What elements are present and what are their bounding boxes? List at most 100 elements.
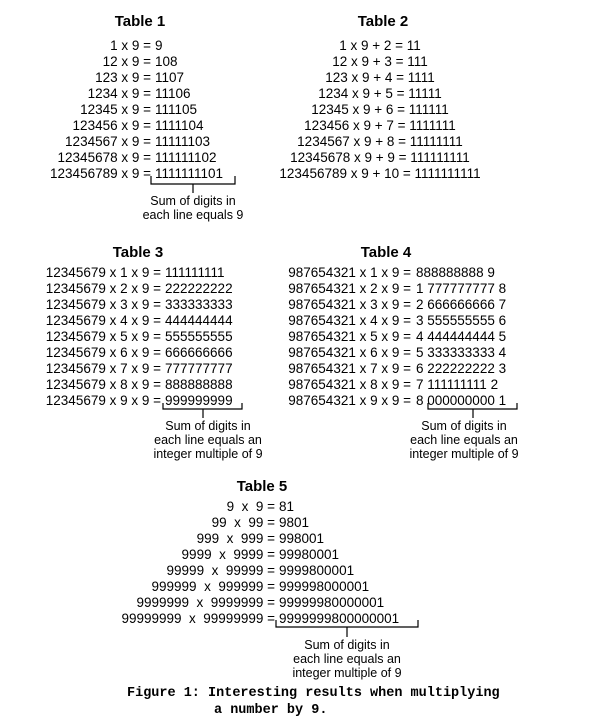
table1-note-line: each line equals 9 <box>142 208 244 222</box>
table3-result: 555555555 <box>165 329 233 344</box>
table1-expression: 1234 x 9 = <box>87 86 151 101</box>
table3-expression: 12345679 x 8 x 9 = <box>45 377 161 392</box>
table3-note-line: Sum of digits in <box>165 419 251 433</box>
table5-expression: 99999999 x 99999999 = <box>121 611 275 626</box>
table1-result: 11111103 <box>155 134 211 149</box>
table4-result: 4 444444444 5 <box>416 329 507 344</box>
table3-result: 222222222 <box>165 281 233 296</box>
table2-line: 12345 x 9 + 6 = 111111 <box>311 102 449 117</box>
table4-result: 6 222222222 3 <box>416 361 507 376</box>
table1-expression: 123 x 9 = <box>95 70 151 85</box>
table4-bracket <box>427 403 518 418</box>
table4-title: Table 4 <box>360 244 412 261</box>
table5-result: 9801 <box>279 515 310 530</box>
table1-result: 108 <box>155 54 178 69</box>
table3-result: 777777777 <box>165 361 233 376</box>
table5-expression: 99999 x 99999 = <box>166 563 275 578</box>
table2-line: 123 x 9 + 4 = 1111 <box>325 70 435 85</box>
table3-expression: 12345679 x 4 x 9 = <box>45 313 161 328</box>
table3-result: 444444444 <box>165 313 233 328</box>
table3-title: Table 3 <box>112 244 164 261</box>
figure-caption-line2: a number by 9. <box>214 703 328 718</box>
table3-result: 666666666 <box>165 345 233 360</box>
table1-result: 111111102 <box>155 150 217 165</box>
table5-result: 99980001 <box>279 547 340 562</box>
table1-result: 11106 <box>155 86 191 101</box>
table5-result: 998001 <box>279 531 325 546</box>
table5-result: 99999980000001 <box>279 595 385 610</box>
table4-result: 2 666666666 7 <box>416 297 507 312</box>
table1-expression: 12345 x 9 = <box>80 102 151 117</box>
table4-result: 888888888 9 <box>416 265 495 280</box>
table5-expression: 9999 x 9999 = <box>181 547 275 562</box>
table5-expression: 99 x 99 = <box>211 515 275 530</box>
table1-result: 1107 <box>155 70 185 85</box>
table5-result: 81 <box>279 499 295 514</box>
table4-expression: 987654321 x 8 x 9 = <box>288 377 411 392</box>
table1-result: 9 <box>155 38 163 53</box>
table4-note-line: integer multiple of 9 <box>409 447 519 461</box>
table3-expression: 12345679 x 2 x 9 = <box>45 281 161 296</box>
table5-note-line: Sum of digits in <box>304 638 390 652</box>
table1-note-line: Sum of digits in <box>150 194 236 208</box>
table4-note: Sum of digits in each line equals an int… <box>394 419 534 461</box>
table5-expression: 999999 x 999999 = <box>151 579 275 594</box>
table1-result: 111105 <box>155 102 198 117</box>
table1-result: 1111111101 <box>155 166 224 181</box>
table1-expression: 1234567 x 9 = <box>65 134 151 149</box>
table5-result: 9999800001 <box>279 563 355 578</box>
table3-expression: 12345679 x 9 x 9 = <box>45 393 161 408</box>
table5-expression: 9 x 9 = <box>226 499 275 514</box>
table2-line: 123456 x 9 + 7 = 1111111 <box>304 118 456 133</box>
table2-line: 1 x 9 + 2 = 11 <box>339 38 421 53</box>
table4-result: 3 555555555 6 <box>416 313 507 328</box>
table3-result: 111111111 <box>165 265 225 280</box>
table5-note-line: integer multiple of 9 <box>292 666 402 680</box>
table1-expression: 123456 x 9 = <box>72 118 151 133</box>
table4-result: 5 333333333 4 <box>416 345 507 360</box>
table1-bracket <box>150 176 236 193</box>
table2-line: 12345678 x 9 + 9 = 111111111 <box>290 150 470 165</box>
table4-expression: 987654321 x 2 x 9 = <box>288 281 411 296</box>
table3-bracket <box>162 403 243 418</box>
table1-expression: 12 x 9 = <box>102 54 151 69</box>
table1-expression: 12345678 x 9 = <box>57 150 151 165</box>
table4-expression: 987654321 x 7 x 9 = <box>288 361 411 376</box>
table3-note-line: integer multiple of 9 <box>153 447 263 461</box>
table4-note-line: Sum of digits in <box>421 419 507 433</box>
table5-note-line: each line equals an <box>293 652 401 666</box>
table5-result: 999998000001 <box>279 579 370 594</box>
table3-expression: 12345679 x 5 x 9 = <box>45 329 161 344</box>
table4-result: 7 111111111 2 <box>416 377 499 392</box>
table3-result: 999999999 <box>165 393 233 408</box>
table4-expression: 987654321 x 4 x 9 = <box>288 313 411 328</box>
table2-title: Table 2 <box>357 13 409 30</box>
figure-caption-line1: Figure 1: Interesting results when multi… <box>127 686 500 701</box>
table1-note: Sum of digits in each line equals 9 <box>128 194 258 222</box>
table5-result: 9999999800000001 <box>279 611 400 626</box>
table3-result: 888888888 <box>165 377 233 392</box>
table1-result: 1111104 <box>155 118 204 133</box>
table3-result: 333333333 <box>165 297 233 312</box>
table4-expression: 987654321 x 3 x 9 = <box>288 297 411 312</box>
table2-line: 123456789 x 9 + 10 = 1111111111 <box>279 166 481 181</box>
table2-line: 12 x 9 + 3 = 111 <box>332 54 428 69</box>
table3-expression: 12345679 x 1 x 9 = <box>45 265 161 280</box>
table3-note: Sum of digits in each line equals an int… <box>138 419 278 461</box>
table5-bracket <box>275 620 419 637</box>
table5-expression: 9999999 x 9999999 = <box>136 595 275 610</box>
table1-expression: 123456789 x 9 = <box>50 166 151 181</box>
table3-expression: 12345679 x 6 x 9 = <box>45 345 161 360</box>
table3-expression: 12345679 x 3 x 9 = <box>45 297 161 312</box>
table4-expression: 987654321 x 1 x 9 = <box>288 265 411 280</box>
table5-title: Table 5 <box>236 478 288 495</box>
table1-expression: 1 x 9 = <box>110 38 151 53</box>
table2-line: 1234567 x 9 + 8 = 11111111 <box>297 134 463 149</box>
table5-note: Sum of digits in each line equals an int… <box>277 638 417 680</box>
table5-expression: 999 x 999 = <box>196 531 275 546</box>
table4-expression: 987654321 x 6 x 9 = <box>288 345 411 360</box>
table4-result: 8 000000000 1 <box>416 393 507 408</box>
table2-line: 1234 x 9 + 5 = 11111 <box>318 86 442 101</box>
table3-expression: 12345679 x 7 x 9 = <box>45 361 161 376</box>
